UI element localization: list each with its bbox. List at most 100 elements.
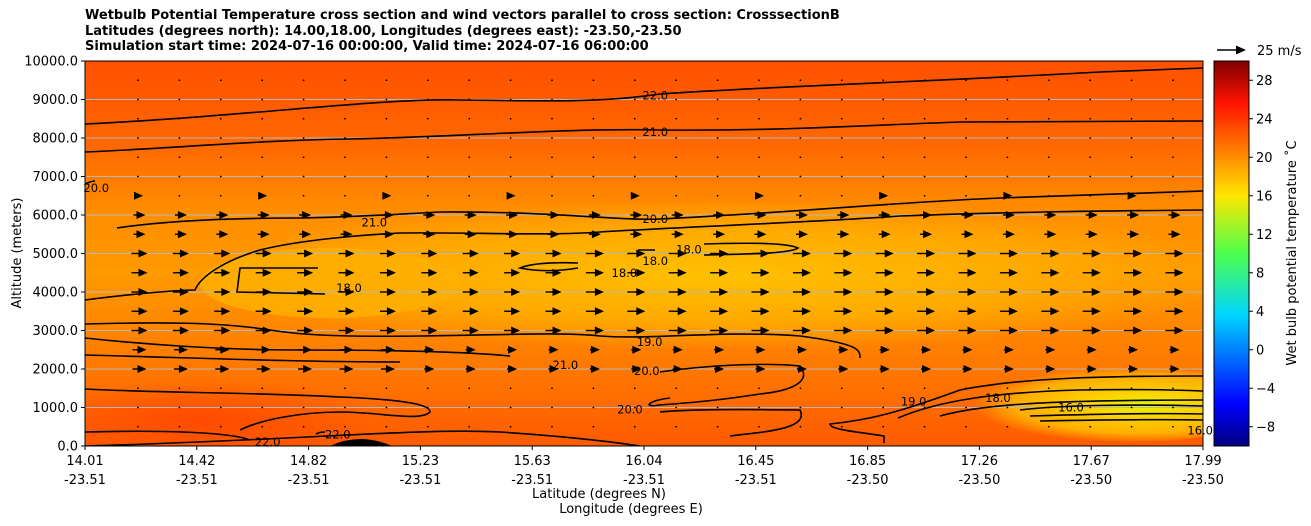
wind-vector-arrowhead (219, 211, 229, 219)
wind-vector-dot (344, 98, 346, 101)
y-tick-label: 7000.0 (33, 170, 79, 185)
wind-vector-dot (1089, 175, 1092, 178)
wind-vector-dot (137, 425, 139, 428)
wind-vector-arrowhead (677, 249, 687, 258)
wind-vector-dot (468, 194, 471, 197)
wind-vector-arrowhead (801, 326, 811, 335)
wind-vector-arrowhead (262, 326, 272, 335)
x-tick-lat: 14.82 (290, 454, 327, 469)
wind-vector-arrowhead (552, 288, 562, 296)
wind-vector-dot (675, 79, 678, 82)
wind-vector-dot (633, 406, 636, 409)
contour-18-left (236, 267, 326, 295)
wind-vector-arrowhead (636, 268, 646, 277)
wind-vector-dot (799, 194, 802, 197)
wind-vector-dot (1006, 425, 1009, 428)
wind-vector-arrowhead (178, 345, 188, 354)
wind-vector-dot (1089, 425, 1092, 428)
wind-vector-dot (468, 98, 471, 101)
wind-vector-arrowhead (760, 288, 770, 296)
wind-vector-dot (302, 137, 305, 139)
wind-vector-dot (923, 406, 926, 409)
wind-vector-dot (468, 137, 471, 139)
wind-vector-arrowhead (677, 326, 687, 335)
x-tick-lat: 15.63 (514, 454, 551, 469)
wind-vector-arrowhead (469, 288, 479, 296)
contour-label: 18.0 (612, 266, 638, 280)
wind-vector-arrowhead (923, 211, 933, 219)
wind-vector-arrowhead (884, 288, 894, 296)
wind-vector-dot (675, 117, 678, 120)
wind-vector-dot (675, 406, 678, 409)
wind-vector-dot (923, 137, 926, 139)
wind-vector-arrowhead (716, 230, 726, 239)
wind-vector-dot (137, 117, 139, 120)
wind-vector-arrowhead (509, 230, 519, 239)
wind-vector-arrowhead (715, 365, 725, 373)
wind-vector-dot (1047, 98, 1050, 101)
wind-vector-arrowhead (219, 230, 229, 239)
wind-vector-arrowhead (262, 249, 272, 258)
wind-vector-arrowhead (262, 307, 272, 316)
wind-vector-dot (1006, 98, 1009, 101)
wind-vector-arrowhead (677, 288, 687, 296)
contour-label: 20.0 (617, 402, 643, 416)
wind-vector-dot (551, 175, 553, 178)
wind-vector-dot (633, 156, 636, 159)
wind-vector-dot (1047, 406, 1050, 409)
wind-vector-arrowhead (594, 249, 604, 258)
wind-vector-arrowhead (801, 249, 811, 258)
wind-vector-dot (840, 156, 843, 159)
wind-vector-dot (840, 194, 843, 197)
wind-vector-dot (1006, 406, 1009, 409)
wind-vector-dot (219, 156, 222, 159)
wind-vector-dot (965, 98, 967, 101)
wind-vector-dot (385, 137, 388, 139)
contour-label: 16.0 (1058, 401, 1084, 415)
wind-vector-dot (965, 175, 967, 178)
wind-vector-arrowhead (963, 365, 973, 373)
wind-vector-dot (965, 156, 967, 159)
y-tick-label: 1000.0 (33, 401, 79, 416)
wind-vector-arrowhead (881, 211, 891, 219)
wind-vector-dot (592, 156, 595, 159)
wind-vector-dot (799, 406, 802, 409)
contour-label: 18.0 (642, 254, 668, 268)
x-axis: 14.01 -23.51 14.42 -23.51 14.82 -23.51 15.23 -2… (64, 446, 1224, 488)
wind-vector-dot (219, 79, 222, 82)
wind-vector-arrowhead (345, 326, 355, 335)
wind-vector-dot (302, 98, 305, 101)
x-tick-lon: -23.51 (623, 473, 665, 488)
wind-vector-dot (261, 156, 264, 159)
y-axis-label: Altitude (meters) (10, 198, 25, 309)
wind-vector-arrowhead (550, 211, 560, 219)
contour-label: 20.0 (634, 364, 660, 378)
wind-vector-arrowhead (177, 230, 187, 239)
x-tick-lon: -23.50 (958, 473, 1000, 488)
wind-vector-dot (592, 425, 595, 428)
wind-vector-dot (1172, 406, 1174, 409)
wind-vector-arrowhead (801, 307, 811, 316)
wind-vector-dot (509, 98, 512, 101)
wind-vector-arrowhead (636, 288, 646, 296)
x-tick-lat: 16.85 (849, 454, 886, 469)
wind-vector-arrowhead (926, 307, 936, 316)
wind-vector-dot (426, 425, 429, 428)
wind-vector-arrowhead (343, 230, 353, 239)
wind-vector-dot (923, 175, 926, 178)
x-tick-lat: 17.67 (1073, 454, 1110, 469)
wind-vector-arrowhead (881, 230, 891, 239)
wind-vector-arrowhead (1133, 307, 1143, 316)
wind-vector-dot (882, 387, 885, 390)
wind-vector-dot (385, 406, 388, 409)
wind-vector-arrowhead (967, 268, 977, 277)
wind-vector-dot (1172, 117, 1174, 120)
wind-vector-arrowhead (798, 230, 808, 239)
wind-vector-dot (799, 425, 802, 428)
wind-vector-arrowhead (633, 211, 643, 219)
y-tick-label: 9000.0 (33, 93, 79, 108)
wind-vector-dot (509, 79, 512, 82)
wind-vector-dot (840, 98, 843, 101)
contour-20-a (85, 180, 96, 185)
